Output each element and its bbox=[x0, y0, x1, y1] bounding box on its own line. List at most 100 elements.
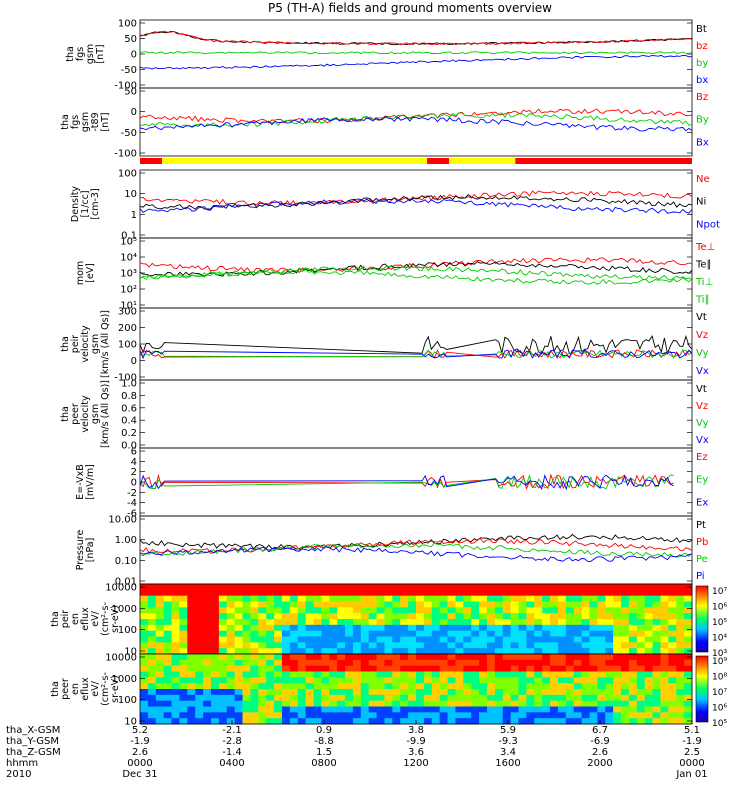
heatmap-cell bbox=[210, 613, 220, 620]
heatmap-cell bbox=[479, 683, 488, 690]
heatmap-cell bbox=[289, 619, 299, 626]
heatmap-cell bbox=[242, 613, 251, 620]
heatmap-cell bbox=[147, 642, 157, 649]
heatmap-cell bbox=[250, 607, 259, 614]
heatmap-cell bbox=[321, 700, 330, 707]
heatmap-cell bbox=[550, 677, 559, 684]
heatmap-cell bbox=[266, 630, 275, 637]
heatmap-cell bbox=[652, 712, 661, 719]
heatmap-cell bbox=[345, 595, 354, 602]
heatmap-cell bbox=[550, 665, 559, 672]
heatmap-cell bbox=[400, 665, 409, 672]
heatmap-cell bbox=[218, 712, 228, 719]
heatmap-cell bbox=[589, 700, 598, 707]
heatmap-cell bbox=[486, 589, 496, 597]
heatmap-cell bbox=[392, 659, 401, 667]
x-tick-label: -2.8 bbox=[222, 736, 242, 747]
heatmap-cell bbox=[550, 659, 559, 667]
heatmap-cell bbox=[581, 636, 590, 643]
heatmap-cell bbox=[147, 706, 157, 713]
heatmap-cell bbox=[518, 636, 527, 643]
heatmap-cell bbox=[660, 659, 669, 667]
heatmap-cell bbox=[431, 624, 441, 632]
heatmap-cell bbox=[226, 694, 236, 702]
heatmap-cell bbox=[471, 595, 480, 602]
heatmap-cell bbox=[266, 683, 275, 690]
heatmap-cell bbox=[471, 683, 480, 690]
heatmap-cell bbox=[439, 671, 449, 678]
heatmap-cell bbox=[676, 595, 685, 602]
heatmap-cell bbox=[226, 584, 236, 591]
heatmap-cell bbox=[502, 636, 512, 643]
heatmap-cell bbox=[463, 659, 472, 667]
heatmap-cell bbox=[613, 683, 622, 690]
y-tick-label: -6 bbox=[127, 509, 137, 520]
heatmap-cell bbox=[668, 700, 677, 707]
heatmap-cell bbox=[226, 589, 236, 597]
heatmap-cell bbox=[510, 630, 520, 637]
heatmap-cell bbox=[550, 642, 559, 649]
heatmap-cell bbox=[542, 654, 551, 661]
y-tick-label: 0.4 bbox=[121, 416, 137, 427]
heatmap-cell bbox=[431, 619, 441, 626]
heatmap-cell bbox=[660, 624, 669, 632]
heatmap-cell bbox=[345, 683, 354, 690]
heatmap-cell bbox=[321, 659, 330, 667]
heatmap-cell bbox=[242, 601, 251, 608]
heatmap-cell bbox=[550, 718, 559, 725]
heatmap-cell bbox=[352, 595, 362, 602]
heatmap-cell bbox=[542, 706, 551, 713]
heatmap-cell bbox=[234, 677, 244, 684]
heatmap-cell bbox=[479, 718, 488, 725]
heatmap-cell bbox=[589, 589, 598, 597]
heatmap-cell bbox=[226, 671, 236, 678]
heatmap-cell bbox=[621, 607, 630, 614]
heatmap-cell bbox=[345, 630, 354, 637]
heatmap-cell bbox=[463, 607, 472, 614]
heatmap-cell bbox=[676, 601, 685, 608]
y-tick-label: -100 bbox=[114, 373, 137, 384]
heatmap-cell bbox=[408, 659, 417, 667]
heatmap-cell bbox=[557, 630, 567, 637]
heatmap-cell bbox=[384, 665, 393, 672]
heatmap-cell bbox=[289, 613, 299, 620]
heatmap-cell bbox=[187, 677, 196, 684]
heatmap-cell bbox=[676, 689, 685, 696]
heatmap-cell bbox=[479, 665, 488, 672]
heatmap-cell bbox=[518, 607, 527, 614]
heatmap-cell bbox=[518, 624, 527, 632]
heatmap-cell bbox=[597, 648, 606, 655]
heatmap-cell bbox=[455, 654, 464, 661]
heatmap-cell bbox=[652, 700, 661, 707]
heatmap-cell bbox=[628, 607, 638, 614]
y-axis-label-line: peer bbox=[70, 403, 81, 425]
heatmap-cell bbox=[510, 700, 520, 707]
heatmap-cell bbox=[305, 689, 314, 696]
heatmap-cell bbox=[621, 700, 630, 707]
heatmap-cell bbox=[187, 613, 196, 620]
heatmap-cell bbox=[305, 659, 314, 667]
heatmap-cell bbox=[392, 712, 401, 719]
legend-entry: Te∥ bbox=[695, 260, 712, 271]
heatmap-cell bbox=[565, 700, 575, 707]
heatmap-cell bbox=[297, 665, 307, 672]
heatmap-cell bbox=[384, 648, 393, 655]
heatmap-cell bbox=[258, 584, 267, 591]
heatmap-cell bbox=[479, 630, 488, 637]
heatmap-cell bbox=[203, 659, 212, 667]
heatmap-cell bbox=[589, 595, 598, 602]
y-tick-label: 0.1 bbox=[121, 231, 137, 242]
y-tick-label: -100 bbox=[114, 81, 137, 92]
heatmap-cell bbox=[628, 689, 638, 696]
heatmap-cell bbox=[305, 694, 314, 702]
heatmap-cell bbox=[140, 712, 149, 719]
heatmap-cell bbox=[431, 654, 441, 661]
heatmap-cell bbox=[337, 648, 346, 655]
heatmap-cell bbox=[305, 595, 314, 602]
heatmap-cell bbox=[313, 700, 322, 707]
y-axis-label-line: mom bbox=[75, 261, 86, 285]
heatmap-cell bbox=[218, 718, 228, 725]
heatmap-cell bbox=[203, 718, 212, 725]
heatmap-cell bbox=[313, 689, 322, 696]
heatmap-cell bbox=[668, 601, 677, 608]
